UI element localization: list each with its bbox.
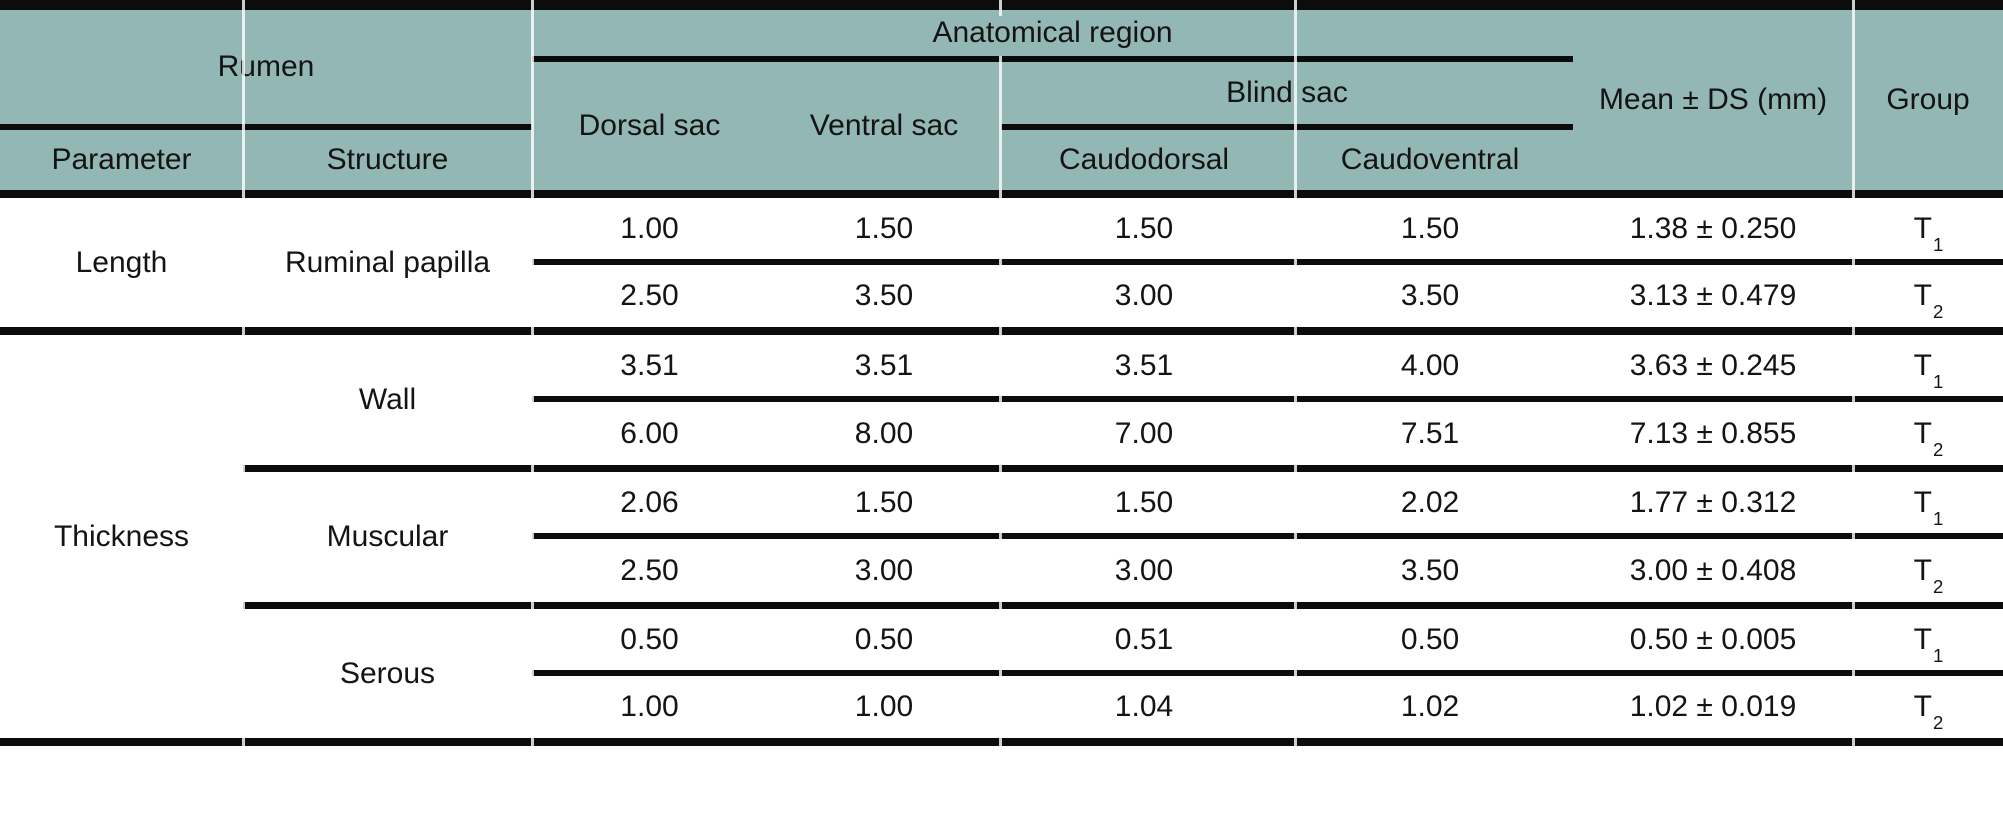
cell-value-caudodorsal: 3.00 [1001,539,1287,609]
header-mean-ds: Mean ± DS (mm) [1573,0,1854,198]
header-dorsal-sac: Dorsal sac [532,62,767,198]
header-parameter: Parameter [0,130,243,198]
cell-value-ventral: 1.50 [767,472,1001,539]
group-subscript: 1 [1933,644,1944,666]
cell-structure-ruminal-papilla: Ruminal papilla [243,198,532,335]
cell-parameter-thickness: Thickness [0,335,243,746]
cell-value-dorsal: 2.06 [532,472,767,539]
cell-mean-ds: 1.77 ± 0.312 [1573,472,1854,539]
cell-group: T2 [1853,265,2003,335]
cell-value-caudoventral: 4.00 [1287,335,1574,402]
cell-value-dorsal: 3.51 [532,335,767,402]
cell-mean-ds: 0.50 ± 0.005 [1573,609,1854,676]
measurements-table: Rumen Anatomical region Mean ± DS (mm) G… [0,0,2003,746]
group-subscript: 2 [1933,438,1944,460]
cell-group: T1 [1853,609,2003,676]
cell-structure-wall: Wall [243,335,532,472]
group-subscript: 2 [1933,301,1944,323]
cell-value-dorsal: 1.00 [532,676,767,746]
header-anatomical-region: Anatomical region [532,0,1574,62]
cell-mean-ds: 3.00 ± 0.408 [1573,539,1854,609]
cell-value-dorsal: 6.00 [532,402,767,472]
cell-group: T1 [1853,198,2003,265]
cell-group: T2 [1853,676,2003,746]
header-caudoventral: Caudoventral [1287,130,1574,198]
header-blind-sac: Blind sac [1001,62,1574,130]
header-group: Group [1853,0,2003,198]
cell-value-caudodorsal: 3.00 [1001,265,1287,335]
cell-value-caudoventral: 1.50 [1287,198,1574,265]
cell-structure-serous: Serous [243,609,532,746]
cell-value-caudodorsal: 1.50 [1001,472,1287,539]
cell-value-caudoventral: 7.51 [1287,402,1574,472]
cell-value-dorsal: 0.50 [532,609,767,676]
cell-mean-ds: 1.38 ± 0.250 [1573,198,1854,265]
cell-mean-ds: 1.02 ± 0.019 [1573,676,1854,746]
cell-value-caudodorsal: 3.51 [1001,335,1287,402]
cell-value-ventral: 8.00 [767,402,1001,472]
group-subscript: 1 [1933,507,1944,529]
cell-mean-ds: 7.13 ± 0.855 [1573,402,1854,472]
cell-value-caudoventral: 0.50 [1287,609,1574,676]
cell-value-dorsal: 2.50 [532,265,767,335]
group-subscript: 1 [1933,233,1944,255]
cell-value-caudodorsal: 0.51 [1001,609,1287,676]
cell-value-caudoventral: 1.02 [1287,676,1574,746]
cell-mean-ds: 3.63 ± 0.245 [1573,335,1854,402]
header-caudodorsal: Caudodorsal [1001,130,1287,198]
cell-mean-ds: 3.13 ± 0.479 [1573,265,1854,335]
group-subscript: 1 [1933,370,1944,392]
header-rumen: Rumen [0,0,532,130]
cell-value-ventral: 1.50 [767,198,1001,265]
cell-value-caudodorsal: 1.50 [1001,198,1287,265]
cell-value-ventral: 1.00 [767,676,1001,746]
cell-value-caudoventral: 3.50 [1287,539,1574,609]
cell-value-ventral: 3.00 [767,539,1001,609]
cell-group: T2 [1853,402,2003,472]
cell-group: T2 [1853,539,2003,609]
cell-value-ventral: 0.50 [767,609,1001,676]
cell-value-dorsal: 2.50 [532,539,767,609]
cell-group: T1 [1853,472,2003,539]
cell-value-caudodorsal: 7.00 [1001,402,1287,472]
cell-value-dorsal: 1.00 [532,198,767,265]
header-structure: Structure [243,130,532,198]
cell-value-caudodorsal: 1.04 [1001,676,1287,746]
cell-value-caudoventral: 2.02 [1287,472,1574,539]
cell-value-ventral: 3.50 [767,265,1001,335]
cell-group: T1 [1853,335,2003,402]
cell-value-caudoventral: 3.50 [1287,265,1574,335]
group-subscript: 2 [1933,575,1944,597]
cell-value-ventral: 3.51 [767,335,1001,402]
cell-parameter-length: Length [0,198,243,335]
cell-structure-muscular: Muscular [243,472,532,609]
header-ventral-sac: Ventral sac [767,62,1001,198]
group-subscript: 2 [1933,712,1944,734]
